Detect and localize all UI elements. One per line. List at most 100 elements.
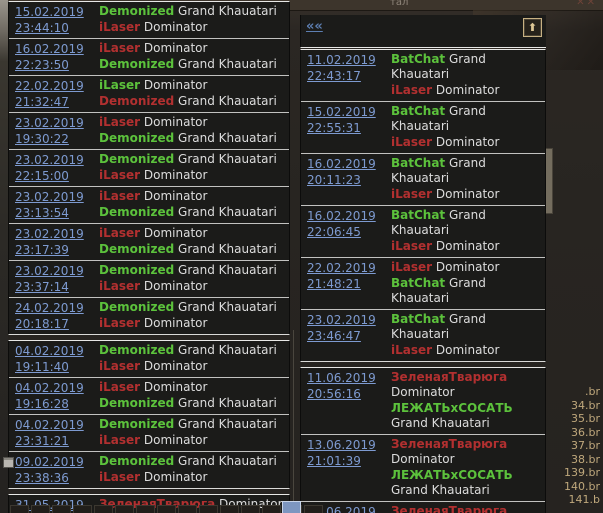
- fight-time-link[interactable]: 22:43:17: [307, 69, 361, 83]
- fight-time-link[interactable]: 23:37:14: [15, 280, 69, 294]
- fight-time-link[interactable]: 23:17:39: [15, 243, 69, 257]
- fight-time-link[interactable]: 19:11:40: [15, 360, 69, 374]
- fight-datetime: 22.02.2019 21:48:21: [307, 260, 391, 306]
- fight-loser-line: Demonized Grand Khauatari: [99, 57, 287, 72]
- battle-file-link[interactable]: 35.br: [571, 412, 600, 425]
- battle-file-link[interactable]: 36.br: [571, 425, 600, 439]
- fight-date-link[interactable]: 23.02.2019: [15, 227, 84, 241]
- background-scrollbar[interactable]: [545, 148, 553, 214]
- player-name: Demonized: [99, 242, 175, 256]
- fight-time-link[interactable]: 21:48:21: [307, 277, 361, 291]
- fight-datetime: 23.02.2019 23:17:39: [15, 226, 99, 257]
- window-title-bar: тал ✕✕: [0, 0, 603, 11]
- fight-time-link[interactable]: 20:18:17: [15, 317, 69, 331]
- fight-loser-line: iLaser Dominator: [391, 239, 543, 254]
- fight-date-link[interactable]: 15.02.2019: [307, 105, 376, 119]
- fight-loser-line: Demonized Grand Khauatari: [99, 205, 287, 220]
- fight-date-link[interactable]: 16.02.2019: [15, 42, 84, 56]
- fight-winner-line: iLaser Dominator: [99, 226, 287, 241]
- fight-winner-line: iLaser Dominator: [99, 380, 287, 395]
- battle-file-link[interactable]: 141.b: [568, 493, 600, 506]
- fight-time-link[interactable]: 22:23:50: [15, 58, 69, 72]
- fight-winner-line: BatChat Grand Khauatari: [391, 208, 543, 238]
- fight-date-link[interactable]: 23.02.2019: [15, 153, 84, 167]
- fight-winner-line: Demonized Grand Khauatari: [99, 417, 287, 432]
- fight-time-link[interactable]: 22:55:31: [307, 121, 361, 135]
- fight-date-link[interactable]: 22.02.2019: [307, 261, 376, 275]
- fight-date-link[interactable]: 11.02.2019: [307, 53, 376, 67]
- fight-date-link[interactable]: 23.02.2019: [15, 116, 84, 130]
- player-name: Demonized: [99, 57, 175, 71]
- clan-name: Dominator: [143, 168, 208, 182]
- clan-name: Grand Khauatari: [391, 416, 490, 430]
- fight-loser-line: ЛЕЖАТЬхСОСАТЬ Grand Khauatari: [391, 468, 543, 498]
- fight-loser-line: Demonized Grand Khauatari: [99, 396, 287, 411]
- fight-date-link[interactable]: 24.02.2019: [15, 301, 84, 315]
- battle-file-link[interactable]: 140.br: [564, 479, 600, 493]
- fight-time-link[interactable]: 20:11:23: [307, 173, 361, 187]
- fight-time-link[interactable]: 20:56:16: [307, 387, 361, 401]
- fight-date-link[interactable]: 09.02.2019: [15, 455, 84, 469]
- clan-name: Dominator: [143, 41, 208, 55]
- fight-winner-line: Demonized Grand Khauatari: [99, 454, 287, 469]
- fight-date-link[interactable]: 04.02.2019: [15, 418, 84, 432]
- fight-loser-line: iLaser Dominator: [391, 343, 543, 358]
- fight-time-link[interactable]: 19:30:22: [15, 132, 69, 146]
- player-name: iLaser: [99, 41, 141, 55]
- fight-datetime: 23.02.2019 22:15:00: [15, 152, 99, 183]
- fight-time-link[interactable]: 23:13:54: [15, 206, 69, 220]
- fight-log-entry: 04.02.2019 19:11:40 Demonized Grand Khauat…: [9, 341, 289, 377]
- fight-participants: BatChat Grand Khauatari iLaser Dominator: [391, 208, 543, 254]
- battle-file-link[interactable]: 37.br: [571, 439, 600, 452]
- fight-time-link[interactable]: 23:44:10: [15, 21, 69, 35]
- fight-time-link[interactable]: 22:15:00: [15, 169, 69, 183]
- fight-time-link[interactable]: 22:06:45: [307, 225, 361, 239]
- fight-log-entry: 04.02.2019 19:16:28 iLaser Dominator Demoni…: [9, 377, 289, 414]
- fight-log-entry: 24.02.2019 20:18:17 Demonized Grand Khauat…: [9, 297, 289, 334]
- fight-loser-line: iLaser Dominator: [391, 187, 543, 202]
- battle-file-link[interactable]: .br: [584, 385, 600, 398]
- fight-date-link[interactable]: 04.02.2019: [15, 381, 84, 395]
- fight-date-link[interactable]: 23.02.2019: [307, 313, 376, 327]
- fight-participants: Demonized Grand Khauatari iLaser Dominato…: [99, 263, 287, 294]
- player-name: Demonized: [99, 417, 175, 431]
- close-icon[interactable]: ✕✕: [576, 0, 597, 8]
- fight-date-link[interactable]: 23.02.2019: [15, 264, 84, 278]
- clan-name: Grand Khauatari: [178, 94, 277, 108]
- fight-time-link[interactable]: 23:31:21: [15, 434, 69, 448]
- fight-date-link[interactable]: 16.02.2019: [307, 209, 376, 223]
- fight-datetime: 24.02.2019 20:18:17: [15, 300, 99, 331]
- right-panel-header: «« ⬆: [300, 15, 546, 48]
- fight-date-link[interactable]: 04.02.2019: [15, 344, 84, 358]
- fight-participants: Demonized Grand Khauatari iLaser Dominato…: [99, 417, 287, 448]
- fight-participants: BatChat Grand Khauatari iLaser Dominator: [391, 104, 543, 150]
- fight-date-link[interactable]: 11.06.2019: [307, 371, 376, 385]
- fight-participants: iLaser Dominator Demonized Grand Khauatar…: [99, 115, 287, 146]
- clan-name: Grand Khauatari: [178, 242, 277, 256]
- clan-name: Grand Khauatari: [178, 454, 277, 468]
- fight-winner-line: iLaser Dominator: [99, 41, 287, 56]
- scroll-to-top-button[interactable]: ⬆: [523, 18, 542, 37]
- fight-time-link[interactable]: 19:16:28: [15, 397, 69, 411]
- player-name: iLaser: [391, 135, 433, 149]
- back-link[interactable]: ««: [306, 19, 323, 34]
- battle-file-link[interactable]: 34.br: [571, 398, 600, 412]
- fight-date-link[interactable]: 16.02.2019: [307, 157, 376, 171]
- fight-date-link[interactable]: 13.06.2019: [307, 438, 376, 452]
- fight-time-link[interactable]: 23:46:47: [307, 329, 361, 343]
- player-name: iLaser: [99, 168, 141, 182]
- player-name: BatChat: [391, 276, 446, 290]
- fight-date-link[interactable]: 15.02.2019: [15, 5, 84, 19]
- battle-file-link[interactable]: 139.br: [564, 466, 600, 479]
- battle-file-link[interactable]: 38.br: [571, 452, 600, 466]
- fight-time-link[interactable]: 21:32:47: [15, 95, 69, 109]
- fight-time-link[interactable]: 23:38:36: [15, 471, 69, 485]
- fight-date-link[interactable]: 22.02.2019: [15, 79, 84, 93]
- fight-participants: Demonized Grand Khauatari iLaser Dominato…: [99, 4, 287, 35]
- clan-name: Grand Khauatari: [178, 417, 277, 431]
- fight-time-link[interactable]: 21:01:39: [307, 454, 361, 468]
- fight-date-link[interactable]: 23.02.2019: [15, 190, 84, 204]
- fight-date-link[interactable]: 13.06.2019: [307, 505, 376, 513]
- background-window-edge: [0, 0, 8, 513]
